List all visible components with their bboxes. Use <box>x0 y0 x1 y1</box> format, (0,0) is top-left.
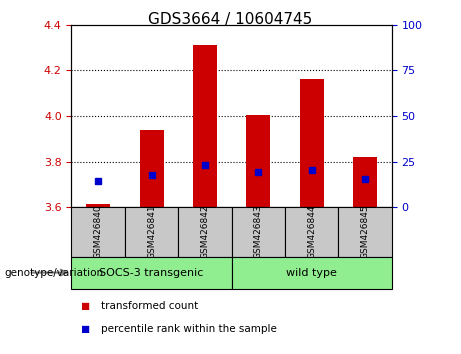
Bar <box>140 130 164 207</box>
Text: wild type: wild type <box>286 268 337 278</box>
Text: percentile rank within the sample: percentile rank within the sample <box>101 324 278 334</box>
Bar <box>193 45 217 207</box>
Text: ◼: ◼ <box>81 301 90 311</box>
Text: GSM426845: GSM426845 <box>361 205 370 259</box>
Text: ◼: ◼ <box>81 324 90 334</box>
Bar <box>231 257 392 289</box>
Bar <box>353 157 377 207</box>
Text: GDS3664 / 10604745: GDS3664 / 10604745 <box>148 12 313 27</box>
Text: GSM426842: GSM426842 <box>201 205 209 259</box>
Bar <box>86 204 110 207</box>
Bar <box>178 207 231 257</box>
Text: GSM426844: GSM426844 <box>307 205 316 259</box>
Text: genotype/variation: genotype/variation <box>5 268 104 278</box>
Text: transformed count: transformed count <box>101 301 199 311</box>
Bar <box>71 207 125 257</box>
Bar <box>300 80 324 207</box>
Bar <box>338 207 392 257</box>
Bar <box>285 207 338 257</box>
Text: GSM426843: GSM426843 <box>254 205 263 259</box>
Text: GSM426840: GSM426840 <box>94 205 103 259</box>
Bar <box>246 115 270 207</box>
Bar <box>71 257 231 289</box>
Text: SOCS-3 transgenic: SOCS-3 transgenic <box>100 268 204 278</box>
Bar <box>231 207 285 257</box>
Text: GSM426841: GSM426841 <box>147 205 156 259</box>
Bar <box>125 207 178 257</box>
